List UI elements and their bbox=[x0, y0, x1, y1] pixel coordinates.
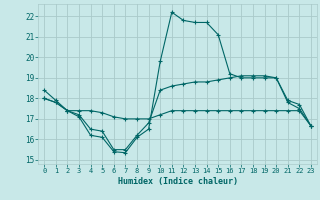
X-axis label: Humidex (Indice chaleur): Humidex (Indice chaleur) bbox=[118, 177, 238, 186]
